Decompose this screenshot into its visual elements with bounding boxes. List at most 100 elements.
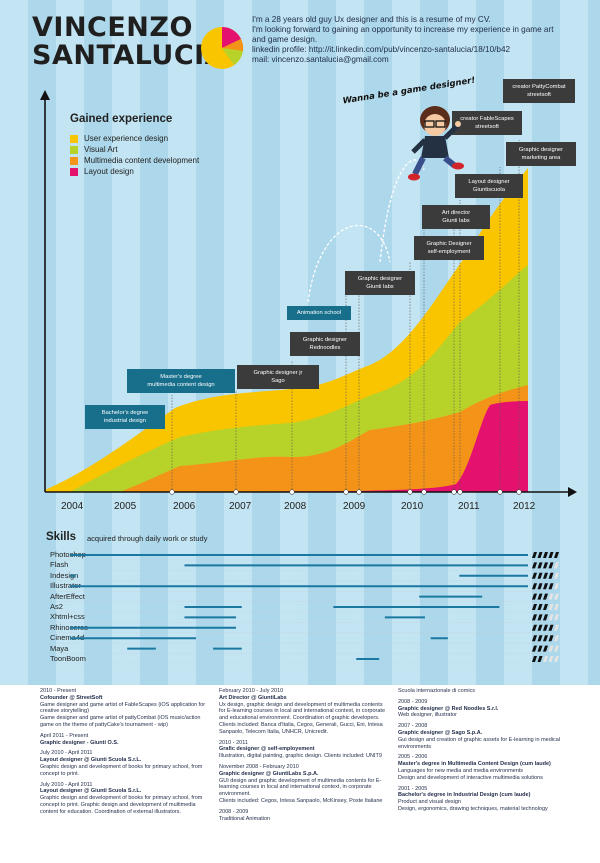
legend-label: Visual Art (84, 145, 118, 154)
legend-label: User experience design (84, 134, 169, 143)
legend-swatch (70, 167, 78, 176)
intro-line: I'm looking forward to gaining an opport… (252, 25, 554, 34)
milestone-label: creator FableScapes streetsoft (460, 116, 514, 130)
skill-level-mark (554, 624, 559, 631)
cv-description: Traditional Animation (219, 815, 271, 822)
skill-level-mark (548, 562, 554, 569)
milestone-label: Graphic designer Giunti labs (357, 276, 403, 290)
milestone-label: Master's degree multimedia content desig… (147, 374, 215, 388)
milestone-box: Graphic designer jr Sago (237, 365, 319, 389)
year-label: 2009 (343, 501, 366, 512)
cv-entry: 2010 - Present Cofounder @ StreetSoft Game… (40, 688, 208, 729)
skills-title: Skills (46, 531, 77, 543)
skill-level-mark (537, 656, 543, 662)
skill-level-mark (532, 562, 537, 569)
skill-label: As2 (50, 602, 63, 611)
year-label: 2005 (114, 501, 137, 512)
experience-chart-title: Gained experience (70, 113, 173, 125)
milestone-box: Master's degree multimedia content desig… (127, 369, 235, 393)
cv-role: Bachelor's degree in Industrial Design (… (398, 792, 531, 799)
legend-label: Multimedia content development (84, 156, 200, 165)
linkedin-line: linkedin profile: http://it.linkedin.com… (252, 45, 511, 54)
legend-label: Layout design (84, 167, 134, 176)
cv-date: February 2010 - July 2010 (219, 688, 284, 694)
milestone-box: Graphic designer Rednoodles (290, 332, 360, 356)
skill-level-mark (537, 562, 543, 569)
milestone-label: Graphic designer jr Sago (253, 370, 303, 384)
skill-level-mark (548, 604, 554, 610)
milestone-box: Bachelor's degree industrial design (85, 405, 165, 429)
milestone-box: Animation school (287, 306, 351, 320)
legend-swatch (70, 134, 78, 143)
cv-column-3: Scuola internazionale di comics 2008 - 20… (398, 688, 573, 817)
milestone-box: Art director Giunti labs (422, 205, 490, 229)
cv-description: Illustration, digital painting, graphic … (219, 753, 382, 760)
milestone-label: Art director Giunti labs (441, 210, 471, 224)
skill-level-mark (548, 635, 554, 642)
skill-level-mark (548, 593, 554, 600)
experience-chart (40, 90, 577, 497)
cv-entry: July 2010 - April 2011 Layout designer @ … (40, 750, 208, 777)
skill-level-mark (548, 645, 554, 652)
cv-description: Game designer and game artist of FableSc… (40, 701, 206, 728)
intro-line: I'm a 28 years old guy Ux designer and t… (252, 15, 491, 24)
legend-swatch (70, 156, 78, 165)
skill-label: Indesign (50, 570, 79, 580)
skills-subtitle: acquired through daily work or study (87, 534, 208, 543)
cv-description: Languages for new media and media enviro… (398, 767, 543, 781)
cv-date: November 2008 - February 2010 (219, 763, 299, 770)
skill-level-mark (554, 604, 559, 610)
x-axis-arrow-icon (568, 487, 577, 497)
skill-label: Xhtml+css (50, 612, 85, 622)
skill-level-mark (537, 624, 543, 631)
cv-role: Layout designer @ Giunti Scuola S.r.L. (40, 757, 142, 764)
year-label: 2007 (229, 501, 252, 512)
cv-date: April 2011 - Present (40, 732, 89, 739)
cv-entry: 2010 - 2011 Grafic designer @ self-employ… (219, 740, 389, 760)
legend-item-multimedia: Multimedia content development (70, 155, 199, 166)
skill-level-mark (537, 604, 543, 610)
skill-level-mark (537, 593, 543, 600)
last-name: SANTALUCIA (32, 40, 227, 71)
cv-role: Master's degree in Multimedia Content De… (398, 761, 551, 768)
skill-level-mark (543, 572, 548, 579)
skill-level-mark (548, 583, 554, 590)
cv-column-2: February 2010 - July 2010 Art Director @ … (219, 688, 389, 826)
cv-role: Grafic designer @ self-employement (219, 746, 315, 753)
skill-level-mark (554, 572, 559, 579)
year-label: 2004 (61, 501, 84, 512)
skill-level-mark (532, 593, 537, 600)
skill-level-mark (532, 645, 537, 652)
cv-entry: November 2008 - February 2010 Graphic des… (219, 764, 389, 805)
milestone-label: creator PattyCombat streetsoft (512, 84, 566, 98)
skill-level-mark (537, 645, 543, 652)
chart-legend: User experience design Visual Art Multim… (70, 133, 199, 177)
milestone-box: Graphic Designer self-employment (414, 236, 484, 260)
skill-label: Rhinoceros (50, 622, 88, 632)
skill-level-mark (537, 635, 543, 642)
skill-level-mark (543, 593, 548, 600)
cv-role: Graphic designer - Giunti O.S. (40, 739, 119, 746)
cv-date: 2001 - 2005 (398, 785, 428, 792)
year-label: 2011 (458, 501, 480, 512)
cv-description: GUI design and graphic development of mu… (219, 777, 383, 804)
skill-level-mark (543, 552, 548, 558)
milestone-label: Graphic Designer self-employment (426, 241, 472, 255)
area-multimedia (120, 385, 528, 492)
area-layout (170, 401, 528, 492)
skill-label: Illustrator (50, 581, 81, 591)
skill-level-mark (543, 614, 548, 621)
logo-pie-icon (201, 26, 244, 69)
milestone-markers (169, 489, 522, 495)
skill-level-mark (548, 656, 554, 662)
skill-level-mark (532, 583, 537, 590)
cv-date: 2007 - 2008 (398, 723, 428, 730)
cv-entry: February 2010 - July 2010 Art Director @ … (219, 688, 389, 736)
y-axis-arrow-icon (40, 90, 50, 100)
cv-role: Art Director @ GiuntiLabs (219, 694, 287, 701)
cv-description: Scuola internazionale di comics (398, 688, 476, 694)
cv-description: Graphic design and development of books … (40, 795, 203, 815)
cv-description: Graphic design and development of books … (40, 763, 203, 777)
year-label: 2008 (284, 501, 307, 512)
skill-level-mark (537, 614, 543, 621)
